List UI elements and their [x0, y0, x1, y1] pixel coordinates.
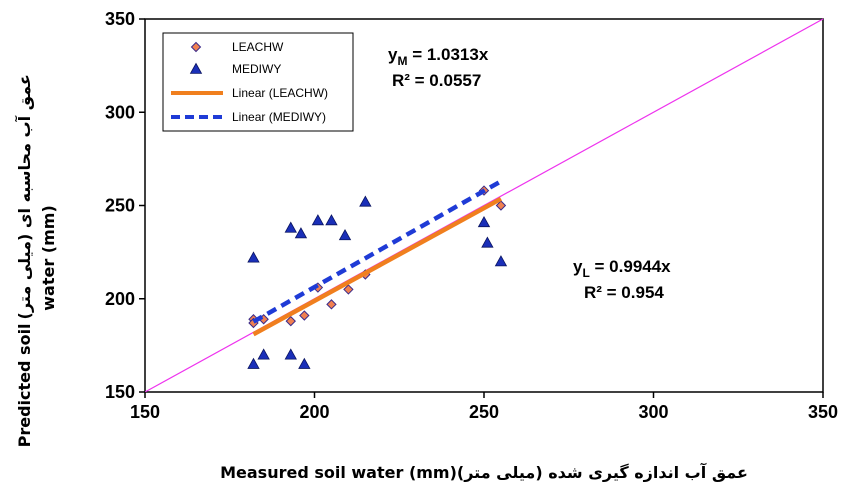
x-tick-label: 250	[469, 402, 499, 422]
mediwy-point	[481, 236, 494, 248]
mediwy-point	[477, 215, 491, 228]
trendline-layer	[252, 179, 503, 337]
legend-label: Linear (MEDIWY)	[232, 110, 326, 124]
mediwy-point	[294, 227, 308, 239]
x-tick-label: 350	[808, 402, 838, 422]
leachw-point	[326, 299, 337, 310]
mediwy-point	[338, 229, 352, 241]
legend-mediwy-swatch	[189, 62, 203, 74]
mediwy-point	[284, 348, 297, 360]
y-tick-label: 200	[105, 289, 135, 309]
legend-label: MEDIWY	[232, 62, 281, 76]
mediwy-point	[284, 221, 297, 233]
mediwy-point	[298, 357, 311, 369]
mediwy-r2: R² = 0.0557	[392, 71, 481, 90]
y-axis-title: Predicted soilعمق آب محاسبه ای (میلی متر…	[14, 69, 58, 448]
x-tick-label: 200	[299, 402, 329, 422]
mediwy-point	[247, 357, 260, 369]
leachw-equation: yL = 0.9944x	[573, 257, 671, 280]
y-tick-label: 350	[105, 9, 135, 29]
legend-label: LEACHW	[232, 40, 284, 54]
mediwy-equation: yM = 1.0313x	[388, 45, 489, 68]
y-tick-label: 250	[105, 196, 135, 216]
y-tick-label: 150	[105, 382, 135, 402]
leachw-point	[343, 284, 354, 295]
legend: LEACHW MEDIWY Linear (LEACHW) Linear (MEDIW…	[162, 32, 354, 132]
leachw-r2: R² = 0.954	[584, 283, 664, 302]
y-tick-label: 300	[105, 102, 135, 122]
x-tick-label: 150	[130, 402, 160, 422]
trendline-leachw	[252, 196, 503, 337]
leachw-point	[299, 310, 310, 321]
mediwy-point	[247, 251, 260, 263]
legend-label: Linear (LEACHW)	[232, 86, 328, 100]
x-tick-label: 300	[638, 402, 668, 422]
mediwy-point	[257, 348, 270, 360]
mediwy-point	[325, 214, 338, 226]
mediwy-point	[359, 195, 372, 207]
legend-leachw-swatch	[190, 41, 202, 53]
mediwy-point	[311, 214, 325, 226]
leachw-point	[285, 315, 296, 327]
leachw-point	[495, 200, 507, 211]
x-axis-title: عمق آب اندازه گیری شده (میلی متر)(Measur…	[220, 462, 748, 482]
mediwy-point	[494, 255, 508, 267]
axis-ticks-layer: 150 200 250 300 350 150 200 250 300 350	[105, 9, 838, 422]
